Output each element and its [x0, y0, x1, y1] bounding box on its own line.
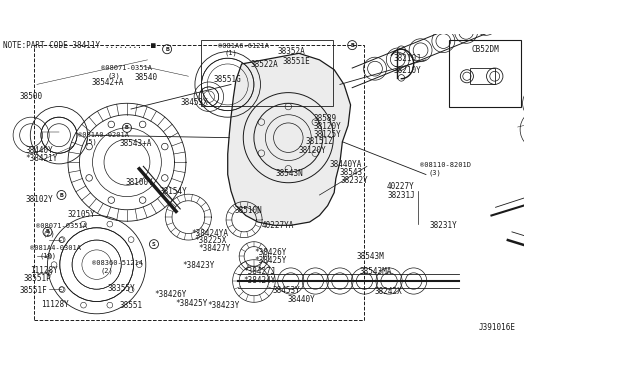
Text: *38424YA: *38424YA: [191, 229, 228, 238]
Text: *38423Y: *38423Y: [182, 262, 215, 270]
Text: *38421Y: *38421Y: [25, 154, 58, 163]
Text: 38522A: 38522A: [251, 60, 278, 68]
Text: 38355Y: 38355Y: [108, 285, 135, 294]
Text: S: S: [152, 242, 156, 247]
Text: *38426Y: *38426Y: [155, 290, 187, 299]
Text: ®08110-8201D: ®08110-8201D: [420, 162, 472, 168]
Text: (2): (2): [43, 230, 56, 237]
Text: ®08071-0351A: ®08071-0351A: [36, 223, 86, 229]
Text: (1): (1): [225, 50, 237, 57]
Text: ®08071-0351A: ®08071-0351A: [100, 65, 152, 71]
Text: 32105Y: 32105Y: [67, 211, 95, 219]
Text: 38231Y: 38231Y: [430, 221, 458, 230]
Text: ®081A6-6121A: ®081A6-6121A: [218, 43, 269, 49]
Text: 38242X: 38242X: [375, 286, 403, 296]
Text: 38125Y: 38125Y: [314, 130, 341, 139]
Text: 38352A: 38352A: [278, 47, 305, 56]
Text: (3): (3): [429, 169, 442, 176]
Text: 38540: 38540: [135, 73, 158, 82]
Text: 38232Y: 38232Y: [340, 176, 369, 185]
Text: (10): (10): [39, 253, 56, 259]
Text: *38425Y: *38425Y: [254, 256, 287, 265]
Text: J391016E: J391016E: [479, 323, 516, 332]
Text: 38440Y: 38440Y: [287, 295, 315, 304]
Text: 38551P: 38551P: [24, 275, 51, 283]
Text: 38120Y: 38120Y: [314, 122, 341, 131]
Text: 38100Y: 38100Y: [126, 179, 154, 187]
Text: 38589: 38589: [314, 115, 337, 124]
Text: 38102Y: 38102Y: [25, 195, 53, 204]
Text: 38453X: 38453X: [181, 98, 209, 107]
Text: 40227Y: 40227Y: [387, 182, 415, 191]
Text: 40227YA: 40227YA: [262, 221, 294, 230]
Text: B: B: [45, 230, 49, 234]
Text: 38453Y: 38453Y: [273, 286, 300, 295]
Text: 38551E: 38551E: [282, 57, 310, 65]
Text: *38423Y: *38423Y: [207, 301, 239, 310]
Text: 38551G: 38551G: [214, 76, 242, 84]
Text: B: B: [60, 193, 63, 198]
Text: *38427J: *38427J: [244, 267, 276, 276]
Bar: [449, 40, 521, 108]
Text: 38543+A: 38543+A: [120, 140, 152, 148]
Text: 38500: 38500: [20, 92, 43, 100]
Text: CB52DM: CB52DM: [471, 45, 499, 54]
Text: 38543N: 38543N: [275, 169, 303, 178]
Text: 38210J: 38210J: [393, 54, 421, 62]
Text: (3): (3): [108, 73, 120, 79]
Bar: [470, 68, 495, 84]
Text: 38151Z: 38151Z: [305, 137, 333, 146]
Bar: [201, 40, 333, 106]
Text: 38231J: 38231J: [388, 190, 415, 200]
Polygon shape: [228, 53, 351, 225]
Text: *38424Y: *38424Y: [244, 276, 276, 285]
Text: 38543M: 38543M: [356, 252, 384, 261]
Text: B: B: [125, 125, 129, 130]
Text: 38543MA: 38543MA: [359, 267, 392, 276]
Text: 38551F: 38551F: [20, 286, 47, 295]
Text: *38427Y: *38427Y: [198, 244, 230, 253]
Text: B: B: [165, 47, 169, 52]
Text: NOTE:PART CODE 38411Y ........  ■: NOTE:PART CODE 38411Y ........ ■: [3, 41, 156, 50]
Text: 38440YA: 38440YA: [329, 160, 362, 169]
Text: 38551: 38551: [120, 301, 143, 310]
Text: B: B: [350, 43, 354, 48]
Text: 38543: 38543: [340, 168, 363, 177]
Text: 38210Y: 38210Y: [393, 66, 421, 75]
Text: 38510N: 38510N: [235, 206, 262, 215]
Text: 38154Y: 38154Y: [160, 187, 188, 196]
Bar: [35, 45, 364, 320]
Text: 38542+A: 38542+A: [92, 78, 124, 87]
Text: *38425Y: *38425Y: [175, 299, 208, 308]
Text: ®081A0-0201A: ®081A0-0201A: [77, 132, 129, 138]
Text: (2): (2): [100, 267, 113, 274]
Text: *38225X: *38225X: [194, 236, 227, 246]
Text: ®081A4-0301A: ®081A4-0301A: [31, 246, 81, 251]
Text: (5): (5): [85, 139, 98, 145]
Text: 11128Y: 11128Y: [41, 300, 68, 309]
Text: 38440Y: 38440Y: [25, 145, 53, 154]
Text: *38426Y: *38426Y: [254, 248, 287, 257]
Text: 38120Y: 38120Y: [299, 145, 326, 154]
Text: ®08360-51214: ®08360-51214: [92, 260, 143, 266]
Text: 11128Y: 11128Y: [31, 266, 58, 275]
